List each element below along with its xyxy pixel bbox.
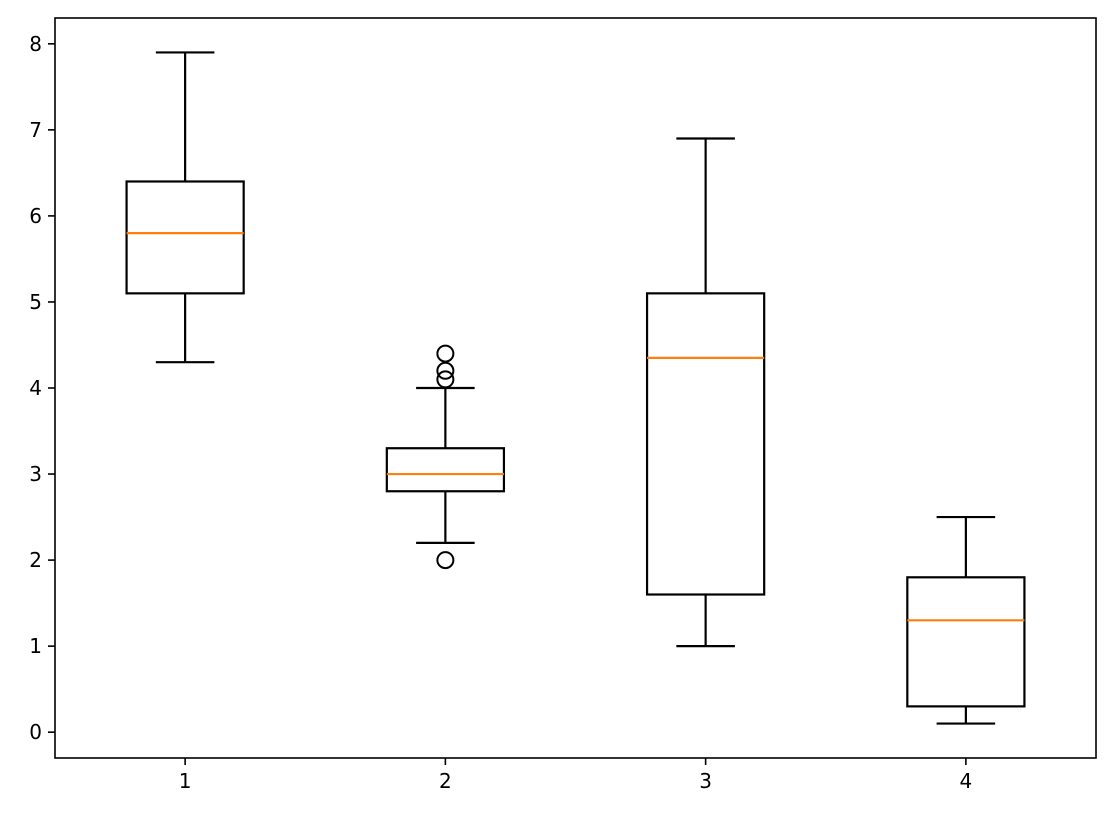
y-tick-label: 1 bbox=[29, 634, 42, 658]
iqr-box bbox=[385, 447, 506, 493]
y-tick-label: 6 bbox=[29, 204, 42, 228]
y-tick-label: 5 bbox=[29, 290, 42, 314]
x-tick-label: 2 bbox=[439, 769, 452, 793]
box-4 bbox=[906, 515, 1026, 725]
x-axis: 1 2 3 4 bbox=[179, 758, 972, 793]
box-2 bbox=[385, 344, 506, 570]
outlier-point bbox=[436, 370, 455, 389]
y-axis: 0 1 2 3 4 5 6 7 8 bbox=[29, 32, 55, 744]
iqr-box bbox=[125, 180, 245, 295]
iqr-box bbox=[645, 292, 766, 596]
y-tick-label: 3 bbox=[29, 462, 42, 486]
x-tick-label: 4 bbox=[960, 769, 973, 793]
outlier-point bbox=[436, 361, 455, 380]
outlier-point bbox=[436, 551, 455, 570]
y-tick-label: 4 bbox=[29, 376, 42, 400]
y-tick-label: 7 bbox=[29, 118, 42, 142]
x-tick-label: 3 bbox=[699, 769, 712, 793]
y-tick-label: 8 bbox=[29, 32, 42, 56]
plot-marks bbox=[125, 51, 1026, 725]
y-tick-label: 2 bbox=[29, 548, 42, 572]
x-tick-label: 1 bbox=[179, 769, 192, 793]
box-3 bbox=[645, 137, 766, 648]
outlier-point bbox=[436, 344, 455, 363]
iqr-box bbox=[906, 576, 1026, 708]
box-1 bbox=[125, 51, 245, 364]
y-tick-label: 0 bbox=[29, 720, 42, 744]
axes-frame bbox=[54, 17, 1097, 759]
